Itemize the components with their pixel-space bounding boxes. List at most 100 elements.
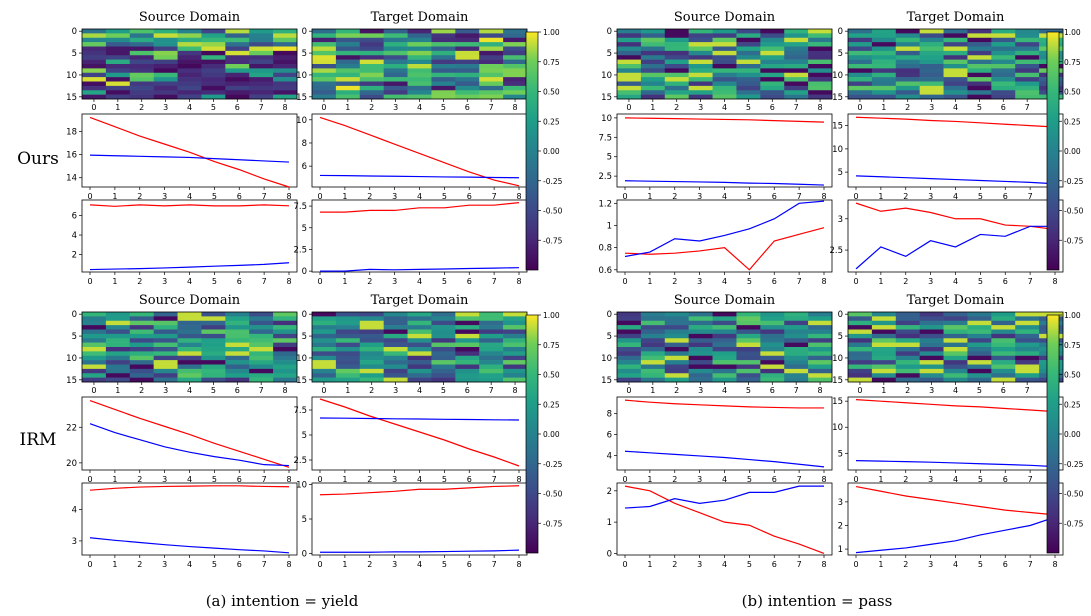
xtick-label: 1 (878, 560, 883, 569)
ytick-label: 7.5 (293, 202, 307, 212)
heatmap-cell (455, 316, 480, 322)
heatmap-cell (105, 347, 131, 352)
xtick-label: 6 (772, 475, 777, 484)
heatmap-cell (312, 325, 337, 330)
heatmap-cell (895, 37, 920, 43)
ytick-label: 5 (607, 153, 612, 163)
heatmap-cell (153, 33, 178, 39)
xtick-label: 7 (262, 475, 267, 484)
heatmap-cell (967, 373, 992, 378)
heatmap-cell (383, 59, 408, 65)
heatmap-cell (129, 77, 154, 82)
heatmap-cell (712, 81, 737, 87)
heatmap-cell (249, 46, 274, 52)
heatmap-cell (943, 373, 968, 378)
heatmap-cell (249, 347, 274, 352)
heatmap-xtick-label: 7 (1025, 103, 1030, 112)
heatmap-cell (177, 355, 202, 361)
heatmap-cell (201, 351, 226, 357)
heatmap-cell (848, 338, 873, 343)
xtick-label: 4 (417, 277, 422, 286)
series-line-blue (319, 417, 520, 421)
heatmap-cell (640, 329, 666, 335)
heatmap-cell (273, 46, 298, 52)
heatmap-cell (431, 342, 456, 348)
heatmap-cell (129, 59, 154, 65)
heatmap-cell (943, 42, 968, 47)
xtick-label: 3 (162, 560, 167, 569)
heatmap-title: Target Domain (371, 10, 469, 25)
heatmap-xtick-label: 3 (698, 103, 703, 112)
heatmap-cell (848, 72, 873, 78)
heatmap-cell (129, 329, 154, 335)
heatmap-cell (760, 320, 785, 326)
xtick-label: 8 (286, 192, 291, 201)
heatmap-cell (712, 325, 737, 330)
heatmap-cell (177, 42, 202, 47)
heatmap-cell (967, 364, 992, 370)
heatmap-cell (359, 338, 384, 343)
xtick-label: 5 (212, 475, 217, 484)
heatmap-title: Target Domain (371, 293, 469, 308)
caption-yield: (a) intention = yield (206, 592, 359, 610)
heatmap-cell (736, 68, 761, 74)
heatmap-cell (312, 94, 337, 100)
heatmap-cell (688, 37, 713, 43)
heatmap-cell (129, 320, 154, 326)
heatmap-cell (640, 320, 666, 326)
heatmap-cell (784, 50, 809, 56)
heatmap-cell (871, 377, 897, 383)
heatmap-cell (991, 90, 1016, 95)
series-line-red (89, 116, 290, 188)
heatmap-cell (848, 368, 873, 374)
heatmap-cell (201, 342, 226, 348)
ytick-label: 1 (607, 518, 612, 528)
heatmap-cell (225, 42, 250, 47)
heatmap-cell (784, 377, 809, 383)
heatmap-cell (335, 347, 361, 352)
xtick-label: 1 (112, 475, 117, 484)
heatmap-cell (249, 377, 274, 383)
heatmap-cell (664, 347, 689, 352)
heatmap-cell (273, 33, 298, 39)
xtick-label: 4 (722, 192, 727, 201)
heatmap-cell (335, 46, 361, 52)
heatmap-cell (312, 355, 337, 361)
heatmap-cell (335, 81, 361, 87)
ytick-label: 15 (832, 397, 843, 407)
heatmap-ytick-label: 10 (66, 71, 77, 81)
xtick-label: 0 (853, 475, 858, 484)
heatmap-cell (640, 81, 666, 87)
xtick-label: 6 (772, 560, 777, 569)
heatmap-cell (201, 360, 226, 365)
xtick-label: 3 (697, 277, 702, 286)
heatmap-cell (895, 325, 920, 330)
heatmap-cell (153, 85, 178, 91)
heatmap-cell (640, 94, 666, 100)
xtick-label: 8 (821, 475, 826, 484)
xtick-label: 6 (467, 560, 472, 569)
heatmap-cell (895, 364, 920, 370)
heatmap-cell (640, 347, 666, 352)
heatmap-cell (991, 33, 1016, 39)
heatmap-cell (736, 29, 761, 34)
heatmap-cell (177, 77, 202, 82)
heatmap-cell (153, 312, 178, 317)
xtick-label: 0 (622, 192, 627, 201)
heatmap-cell (943, 37, 968, 43)
heatmap-cell (991, 316, 1016, 322)
heatmap-cell (919, 351, 944, 357)
heatmap-cell (273, 55, 298, 60)
heatmap-cell (808, 325, 833, 330)
heatmap-cell (129, 90, 154, 95)
heatmap-cell (943, 29, 968, 34)
heatmap-cell (431, 55, 456, 60)
heatmap-cell (225, 316, 250, 322)
heatmap-cell (760, 316, 785, 322)
heatmap-cell (431, 316, 456, 322)
heatmap-cell (991, 364, 1016, 370)
heatmap-cell (359, 347, 384, 352)
heatmap-cell (153, 338, 178, 343)
heatmap-cell (129, 360, 154, 365)
